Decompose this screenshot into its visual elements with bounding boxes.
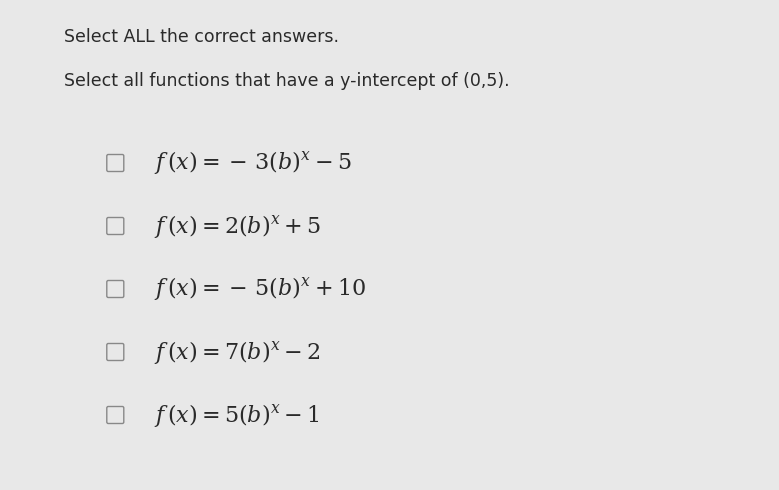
Text: $f\,(\mathit{x}) = 2(b)^{x} + 5$: $f\,(\mathit{x}) = 2(b)^{x} + 5$ [154, 213, 321, 240]
Text: $f\,(\mathit{x}) = 7(b)^{x} - 2$: $f\,(\mathit{x}) = 7(b)^{x} - 2$ [154, 339, 321, 366]
Text: Select all functions that have a y-intercept of (0,5).: Select all functions that have a y-inter… [64, 72, 509, 90]
Text: $f\,(\mathit{x}) = -\,3(b)^{x} - 5$: $f\,(\mathit{x}) = -\,3(b)^{x} - 5$ [154, 149, 352, 176]
Text: $f\,(\mathit{x}) = 5(b)^{x} - 1$: $f\,(\mathit{x}) = 5(b)^{x} - 1$ [154, 401, 320, 428]
Text: Select ALL the correct answers.: Select ALL the correct answers. [64, 28, 339, 46]
Text: $f\,(\mathit{x}) = -\,5(b)^{x} + 10$: $f\,(\mathit{x}) = -\,5(b)^{x} + 10$ [154, 275, 366, 302]
